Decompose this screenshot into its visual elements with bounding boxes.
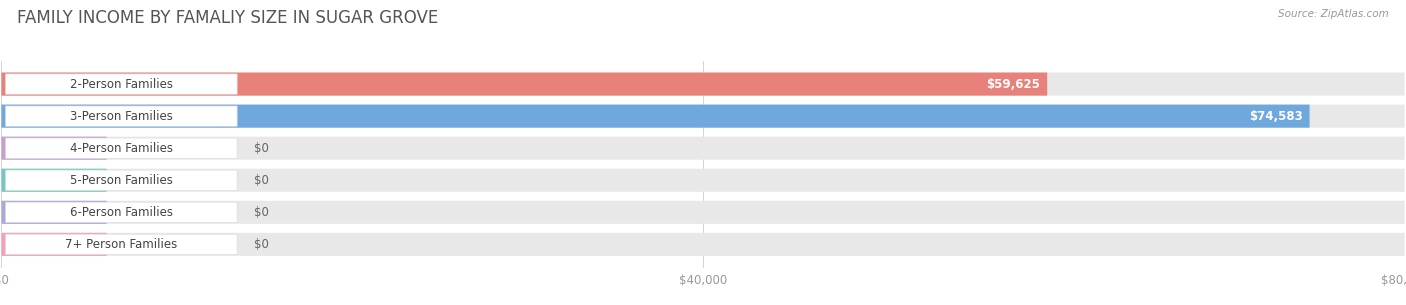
FancyBboxPatch shape <box>1 169 107 192</box>
FancyBboxPatch shape <box>1 201 1405 224</box>
FancyBboxPatch shape <box>6 74 238 94</box>
FancyBboxPatch shape <box>6 170 238 190</box>
Text: FAMILY INCOME BY FAMALIY SIZE IN SUGAR GROVE: FAMILY INCOME BY FAMALIY SIZE IN SUGAR G… <box>17 9 439 27</box>
Text: 3-Person Families: 3-Person Families <box>70 109 173 123</box>
Text: $0: $0 <box>254 142 269 155</box>
Text: 7+ Person Families: 7+ Person Families <box>65 238 177 251</box>
FancyBboxPatch shape <box>1 201 107 224</box>
FancyBboxPatch shape <box>1 233 107 256</box>
FancyBboxPatch shape <box>1 169 1405 192</box>
Text: $59,625: $59,625 <box>987 77 1040 91</box>
FancyBboxPatch shape <box>1 73 1405 96</box>
FancyBboxPatch shape <box>6 138 238 158</box>
FancyBboxPatch shape <box>1 73 1047 96</box>
FancyBboxPatch shape <box>1 105 1405 128</box>
Text: $74,583: $74,583 <box>1249 109 1302 123</box>
FancyBboxPatch shape <box>1 105 1309 128</box>
Text: 6-Person Families: 6-Person Families <box>70 206 173 219</box>
Text: 4-Person Families: 4-Person Families <box>70 142 173 155</box>
FancyBboxPatch shape <box>6 234 238 254</box>
FancyBboxPatch shape <box>1 137 1405 160</box>
FancyBboxPatch shape <box>6 202 238 222</box>
FancyBboxPatch shape <box>1 233 1405 256</box>
Text: $0: $0 <box>254 238 269 251</box>
Text: Source: ZipAtlas.com: Source: ZipAtlas.com <box>1278 9 1389 19</box>
FancyBboxPatch shape <box>1 137 107 160</box>
FancyBboxPatch shape <box>6 106 238 126</box>
Text: $0: $0 <box>254 206 269 219</box>
Text: 5-Person Families: 5-Person Families <box>70 174 173 187</box>
Text: $0: $0 <box>254 174 269 187</box>
Text: 2-Person Families: 2-Person Families <box>70 77 173 91</box>
